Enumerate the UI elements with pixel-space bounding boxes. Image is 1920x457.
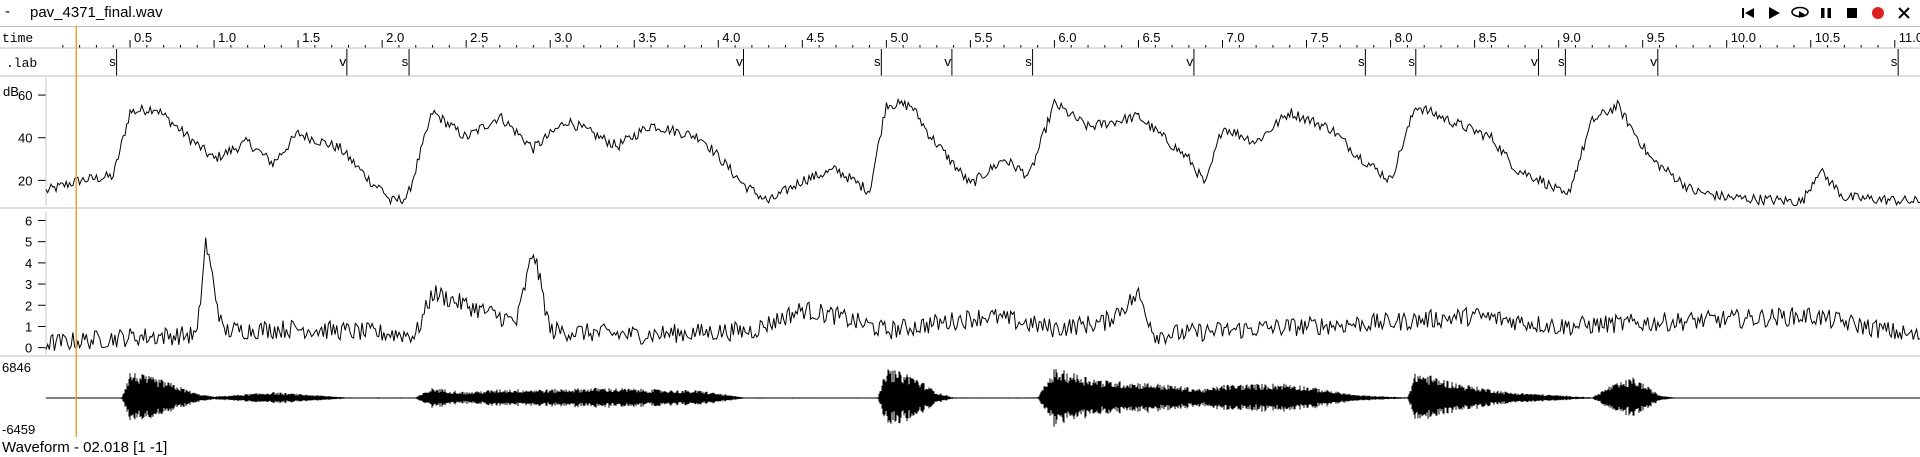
- play-icon: [1769, 7, 1780, 19]
- time-tick-label: 2.0: [386, 30, 404, 45]
- lab-mark-label: s: [1357, 55, 1365, 70]
- close-icon: [1898, 7, 1910, 19]
- transport-controls: [1738, 3, 1914, 23]
- skip-start-icon: [1742, 8, 1754, 18]
- time-tick-label: 4.5: [806, 30, 824, 45]
- waveform-trace: [45, 369, 1920, 427]
- record-icon: [1872, 7, 1884, 19]
- time-tick-label: 7.5: [1311, 30, 1329, 45]
- time-tick-label: 9.0: [1563, 30, 1581, 45]
- lab-mark-label: s: [1890, 55, 1898, 70]
- waveform-max-label: 6846: [2, 360, 31, 375]
- time-tick-label: 3.5: [638, 30, 656, 45]
- time-tick-label: 8.5: [1479, 30, 1497, 45]
- lab-tier-label: .lab: [6, 56, 37, 71]
- skip-start-button[interactable]: [1738, 3, 1758, 23]
- lab-mark-label: v: [735, 55, 743, 70]
- time-tick-label: 5.5: [974, 30, 992, 45]
- pause-button[interactable]: [1816, 3, 1836, 23]
- lab-mark-label: v: [944, 55, 952, 70]
- pitch-panel[interactable]: 0 1 2 3 4 5 6: [25, 212, 1920, 356]
- pitch-ticks: 0 1 2 3 4 5 6: [25, 212, 47, 356]
- lab-mark-label: s: [1408, 55, 1416, 70]
- lab-mark-label: s: [1025, 55, 1033, 70]
- pitch-tick-label: 1: [25, 319, 32, 334]
- time-tick-label: 10.0: [1731, 30, 1756, 45]
- time-tick-label: 10.5: [1815, 30, 1840, 45]
- close-button[interactable]: [1894, 3, 1914, 23]
- lab-tier[interactable]: .lab s v s v s v s v s s v s v s: [6, 49, 1899, 76]
- pitch-trace: [45, 237, 1920, 351]
- window-title: pav_4371_final.wav: [30, 4, 163, 21]
- energy-tick-label: 60: [18, 88, 32, 103]
- time-axis-row: time 0.5 1.0 1.5 2.0 2.5 3.0 3.5 4.0 4.5 5.0 5.5 6.…: [2, 30, 1920, 48]
- time-tick-label: 1.0: [218, 30, 236, 45]
- lab-mark-label: v: [339, 55, 347, 70]
- time-tick-label: 8.0: [1395, 30, 1413, 45]
- lab-mark-label: s: [401, 55, 409, 70]
- play-button[interactable]: [1764, 3, 1784, 23]
- pause-icon: [1821, 8, 1831, 18]
- loop-play-icon: [1791, 6, 1809, 18]
- pitch-tick-label: 5: [25, 235, 32, 250]
- pitch-tick-label: 4: [25, 256, 32, 271]
- pitch-tick-label: 3: [25, 277, 32, 292]
- waveform-min-label: -6459: [2, 422, 35, 437]
- record-button[interactable]: [1868, 3, 1888, 23]
- pitch-tick-label: 0: [25, 341, 32, 356]
- waveform-panel[interactable]: 6846 -6459: [2, 360, 1920, 437]
- energy-panel[interactable]: dB 20 40 60: [3, 78, 1920, 207]
- time-tick-label: 4.0: [722, 30, 740, 45]
- time-tick-label: 1.5: [302, 30, 320, 45]
- time-axis-label: time: [2, 31, 33, 46]
- lab-mark-label: s: [1557, 55, 1565, 70]
- time-tick-label: 5.0: [890, 30, 908, 45]
- status-bar: Waveform - 02.018 [1 -1]: [2, 439, 168, 456]
- lab-mark-label: v: [1530, 55, 1538, 70]
- stop-icon: [1847, 8, 1857, 18]
- lab-mark-label: s: [109, 55, 117, 70]
- time-tick-label: 3.0: [554, 30, 572, 45]
- window-menu-button[interactable]: -: [5, 3, 10, 20]
- energy-tick-label: 40: [18, 131, 32, 146]
- pitch-tick-label: 6: [25, 213, 32, 228]
- lab-mark-label: v: [1186, 55, 1194, 70]
- loop-play-button[interactable]: [1790, 3, 1810, 23]
- time-tick-label: 2.5: [470, 30, 488, 45]
- title-bar: - pav_4371_final.wav: [0, 0, 1920, 27]
- time-tick-label: 6.5: [1142, 30, 1160, 45]
- time-tick-label: 0.5: [134, 30, 152, 45]
- time-tick-label: 11.0: [1899, 30, 1920, 45]
- signal-display[interactable]: time 0.5 1.0 1.5 2.0 2.5 3.0 3.5 4.0 4.5 5.0 5.5 6.…: [0, 26, 1920, 437]
- energy-unit-label: dB: [3, 84, 19, 99]
- lab-mark-label: v: [1650, 55, 1658, 70]
- time-tick-label: 9.5: [1647, 30, 1665, 45]
- time-tick-label: 6.0: [1058, 30, 1076, 45]
- energy-ticks: 20 40 60: [18, 78, 47, 206]
- energy-trace: [45, 97, 1920, 207]
- time-ticks: 0.5 1.0 1.5 2.0 2.5 3.0 3.5 4.0 4.5 5.0 5.5 6.0 6.5 7…: [62, 30, 1920, 48]
- time-tick-label: 7.0: [1227, 30, 1245, 45]
- energy-tick-label: 20: [18, 173, 32, 188]
- lab-mark-label: s: [873, 55, 881, 70]
- stop-button[interactable]: [1842, 3, 1862, 23]
- pitch-tick-label: 2: [25, 298, 32, 313]
